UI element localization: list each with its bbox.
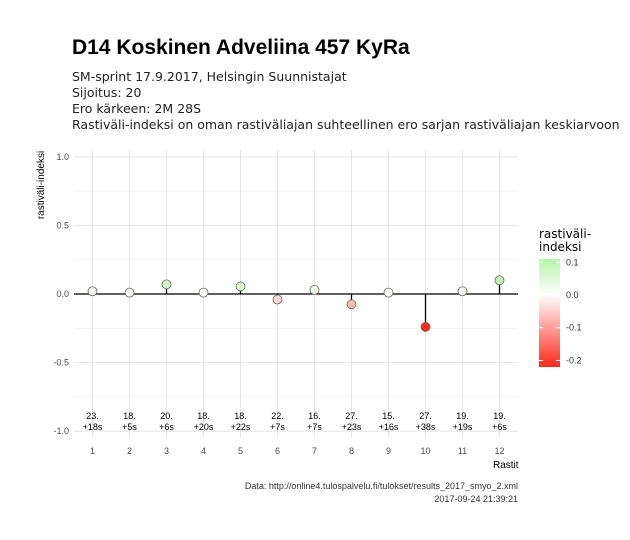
x-tick-label: 1	[90, 446, 95, 456]
y-tick-label: 0.0	[56, 289, 69, 299]
subtitle-line-4: Rastiväli-indeksi on oman rastiväliajan …	[72, 117, 620, 132]
data-point	[494, 275, 505, 286]
subtitle-line-2: Sijoitus: 20	[72, 85, 141, 100]
legend-colorbar	[539, 259, 560, 367]
x-axis-title: Rastit	[493, 460, 519, 471]
data-point	[87, 286, 98, 297]
data-point	[309, 284, 320, 295]
y-tick-label: -1.0	[53, 426, 69, 436]
data-label: 15. +16s	[379, 411, 399, 432]
legend-title-line-1: rastiväli-	[539, 227, 591, 241]
x-tick-label: 5	[238, 446, 243, 456]
legend: rastiväli- indeksi 0.1 0.0 -0.1 -0.2	[539, 227, 591, 367]
chart-title: D14 Koskinen Adveliina 457 KyRa	[72, 36, 410, 59]
data-label: 16. +7s	[307, 411, 322, 432]
data-label: 18. +22s	[231, 411, 251, 432]
x-tick-label: 6	[275, 446, 280, 456]
data-point	[457, 286, 468, 297]
legend-tick-label: 0.1	[566, 257, 579, 267]
legend-tick-label: -0.1	[566, 323, 582, 333]
data-point	[235, 281, 246, 292]
x-tick-label: 7	[312, 446, 317, 456]
x-tick-label: 12	[494, 446, 504, 456]
subtitle-line-3: Ero kärkeen: 2M 28S	[72, 101, 201, 116]
x-tick-label: 11	[458, 446, 467, 456]
data-label: 23. +18s	[83, 411, 103, 432]
data-point	[346, 299, 357, 310]
data-point	[161, 279, 172, 290]
data-label: 22. +7s	[270, 411, 285, 432]
y-tick-label: 1.0	[56, 152, 69, 162]
data-point	[198, 287, 209, 298]
y-tick-label: -0.5	[53, 358, 69, 368]
data-label: 27. +23s	[342, 411, 362, 432]
data-point	[420, 322, 431, 332]
legend-tick-label: -0.2	[566, 355, 582, 365]
x-tick-label: 10	[420, 446, 430, 456]
x-tick-label: 2	[127, 446, 132, 456]
x-tick-label: 4	[201, 446, 206, 456]
data-point	[272, 294, 283, 305]
x-tick-label: 3	[164, 446, 169, 456]
data-point	[124, 287, 135, 298]
legend-tick-label: 0.0	[566, 290, 579, 300]
caption-source: Data: http://online4.tulospalvelu.fi/tul…	[245, 481, 518, 491]
data-label: 27. +38s	[416, 411, 436, 432]
data-point	[383, 287, 394, 298]
caption-timestamp: 2017-09-24 21:39:21	[434, 494, 518, 504]
data-label: 19. +19s	[453, 411, 473, 432]
y-axis-title: rastiväli-indeksi	[36, 151, 47, 219]
data-label: 18. +20s	[194, 411, 214, 432]
data-label: 19. +6s	[492, 411, 507, 432]
data-label: 20. +6s	[159, 411, 174, 432]
x-tick-label: 8	[349, 446, 354, 456]
legend-title-line-2: indeksi	[539, 240, 581, 254]
x-tick-label: 9	[386, 446, 391, 456]
y-tick-label: 0.5	[56, 220, 69, 230]
data-label: 18. +5s	[122, 411, 137, 432]
subtitle-line-1: SM-sprint 17.9.2017, Helsingin Suunnista…	[72, 69, 347, 84]
